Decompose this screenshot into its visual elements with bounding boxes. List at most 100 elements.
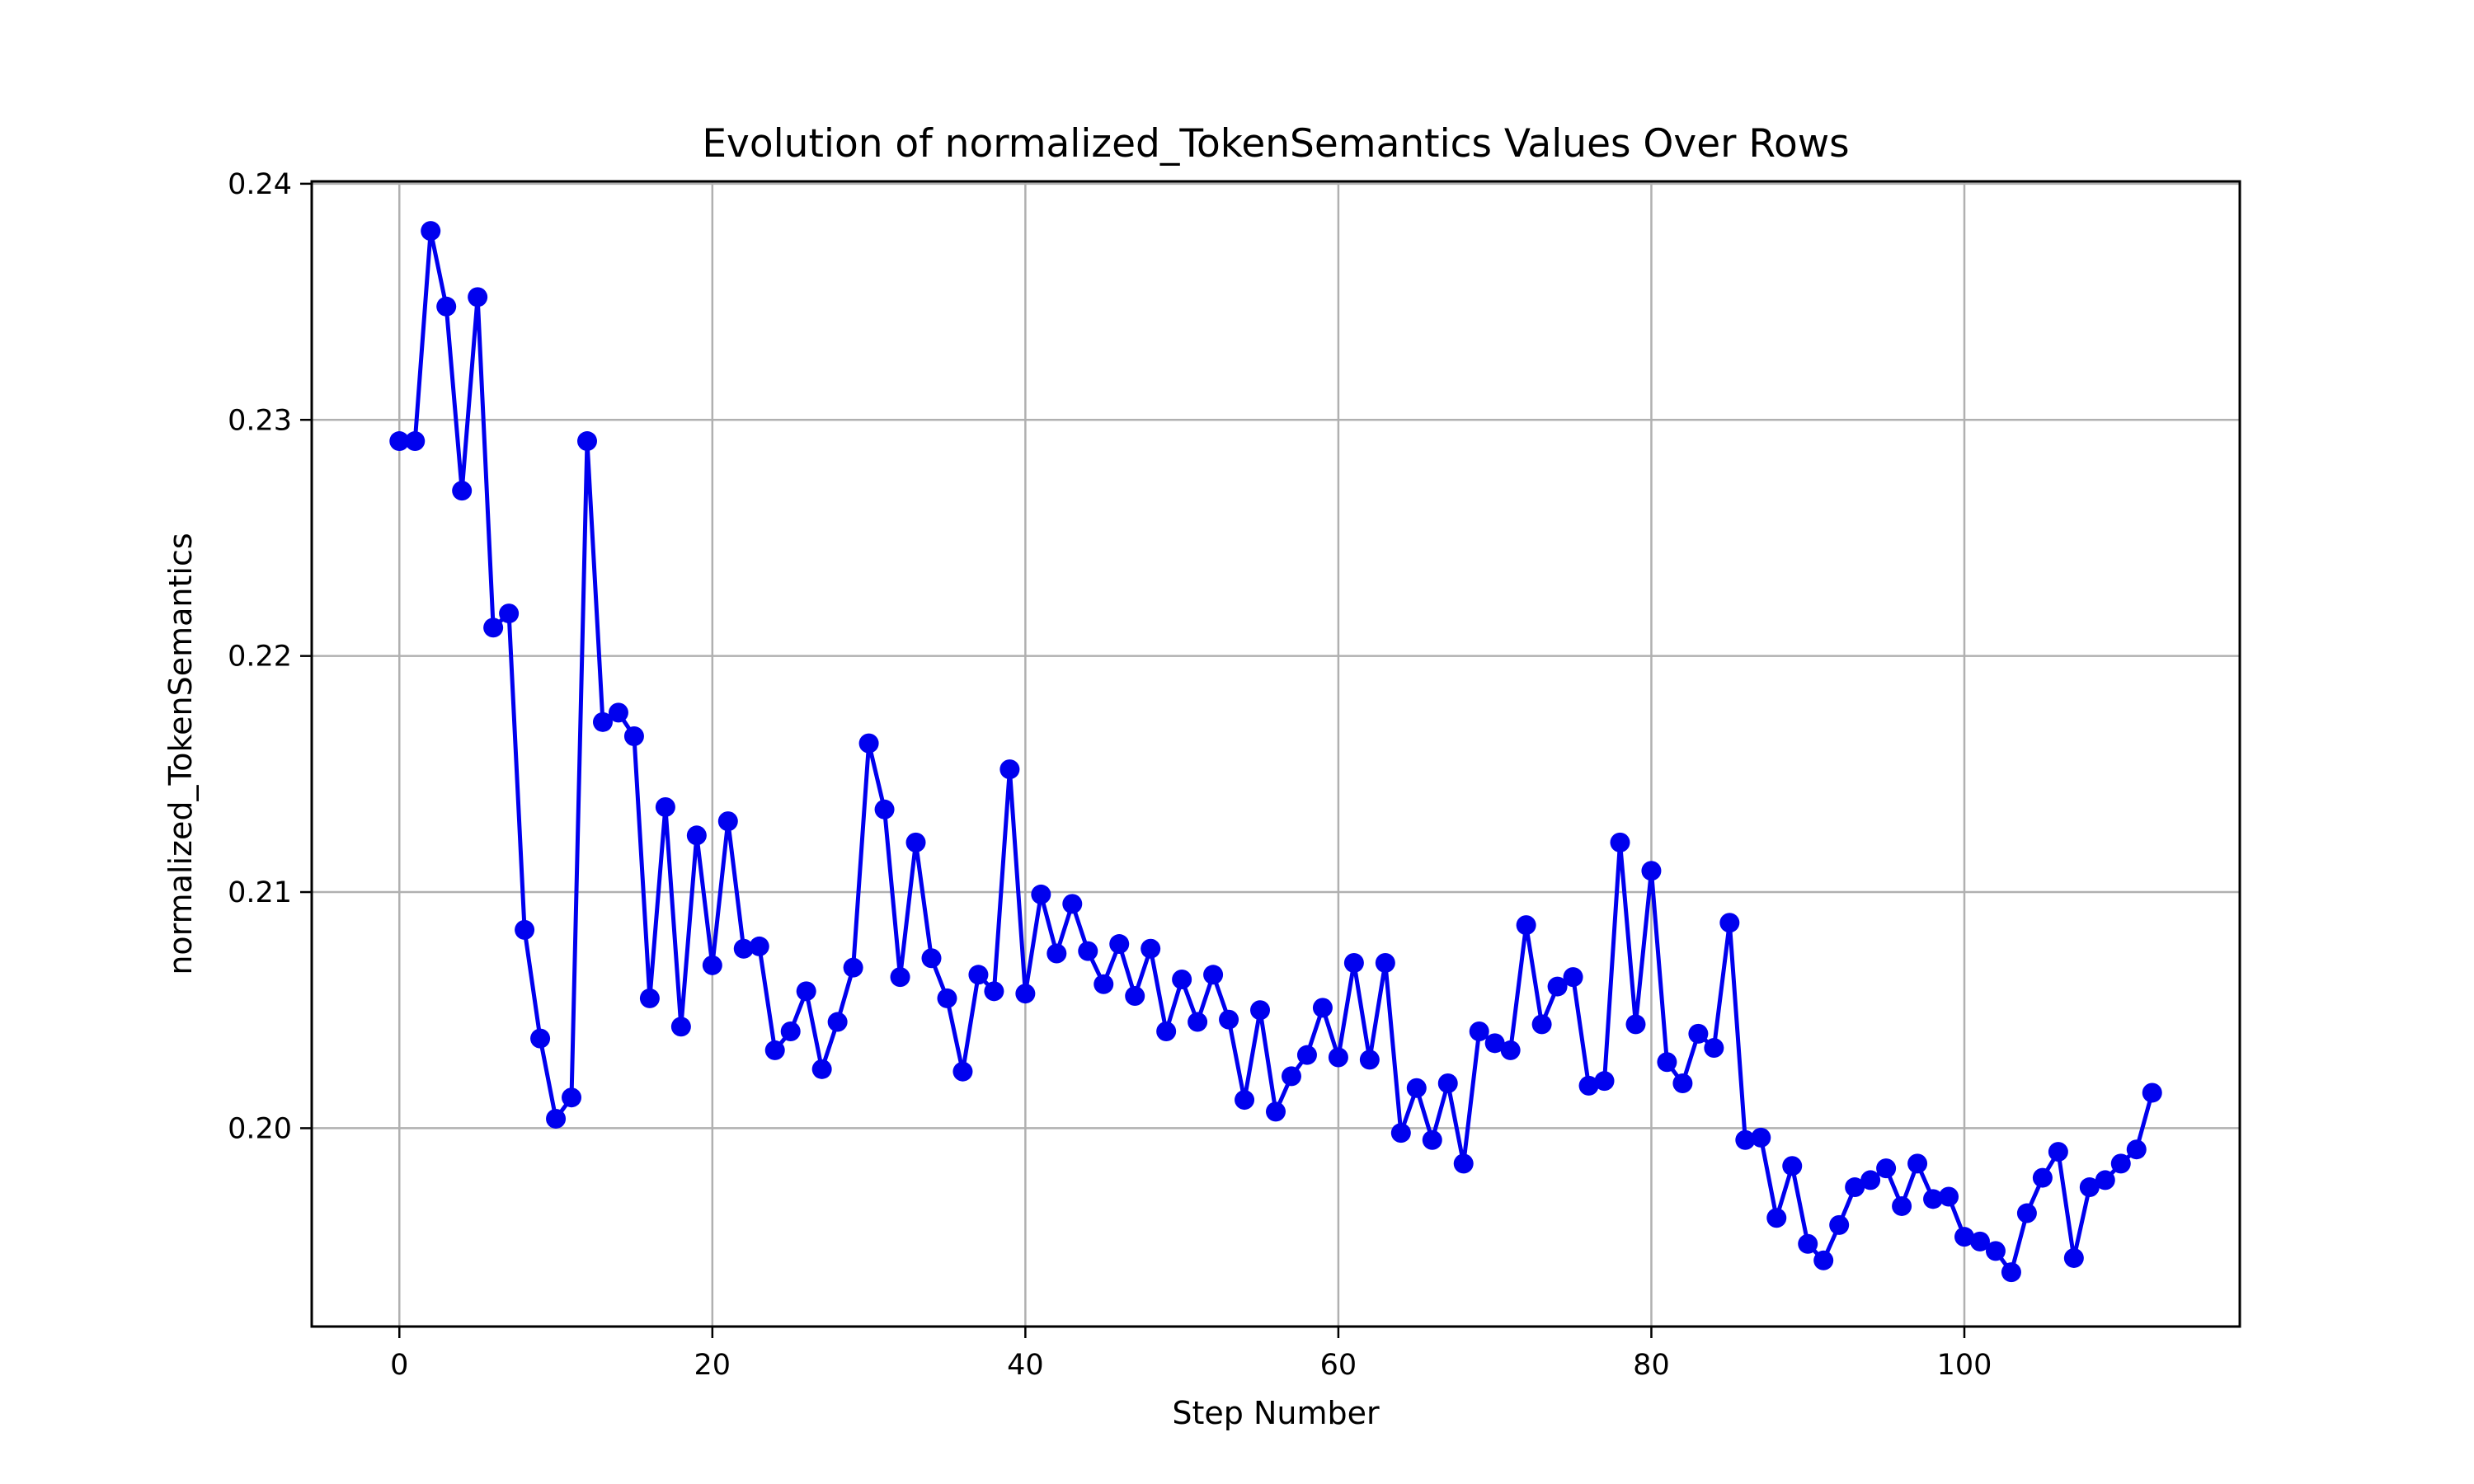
data-point <box>702 955 722 975</box>
chart-title: Evolution of normalized_TokenSemantics V… <box>702 121 1849 167</box>
data-point <box>1657 1052 1677 1073</box>
data-point <box>2001 1262 2021 1283</box>
y-tick-label: 0.21 <box>228 876 292 909</box>
data-point <box>562 1087 582 1108</box>
data-point <box>1813 1250 1834 1270</box>
data-point <box>780 1021 801 1042</box>
x-tick-label: 80 <box>1633 1349 1670 1382</box>
data-point <box>811 1059 832 1079</box>
data-point <box>1892 1195 1912 1216</box>
data-point <box>1250 1000 1271 1021</box>
data-point <box>1547 976 1568 997</box>
data-point <box>1845 1177 1865 1198</box>
data-point <box>2048 1142 2068 1162</box>
data-point <box>1704 1038 1724 1059</box>
data-point <box>2110 1153 2131 1174</box>
data-point <box>436 296 457 317</box>
data-point <box>1296 1045 1317 1065</box>
data-point <box>1860 1170 1881 1190</box>
data-point <box>1062 894 1083 914</box>
data-point <box>984 981 1004 1002</box>
x-tick-label: 100 <box>1937 1349 1992 1382</box>
data-point <box>1390 1123 1411 1144</box>
data-point <box>530 1028 551 1049</box>
data-point <box>1328 1047 1348 1068</box>
data-point <box>452 481 473 501</box>
data-point <box>1969 1231 1990 1252</box>
data-point <box>890 967 910 988</box>
data-point <box>1047 943 1067 964</box>
data-point <box>1798 1233 1818 1254</box>
data-point <box>2032 1167 2053 1188</box>
data-point <box>639 988 660 1008</box>
data-point <box>1516 915 1536 936</box>
data-point <box>1954 1227 1974 1247</box>
data-point <box>1672 1073 1693 1094</box>
data-point <box>1266 1101 1286 1122</box>
y-axis-ticks: 0.20 0.21 0.22 0.23 0.24 <box>228 168 312 1145</box>
data-point <box>2095 1170 2115 1190</box>
data-point <box>1078 941 1098 961</box>
data-point <box>827 1012 848 1032</box>
data-point <box>1578 1075 1599 1096</box>
data-point <box>1109 934 1130 955</box>
data-point <box>717 811 738 832</box>
x-tick-label: 40 <box>1007 1349 1044 1382</box>
data-point <box>1610 832 1630 852</box>
data-point <box>905 832 926 852</box>
data-point <box>1688 1023 1709 1044</box>
data-point <box>1188 1012 1208 1032</box>
data-point <box>1469 1021 1489 1042</box>
data-point <box>1375 952 1395 973</box>
data-point <box>1031 884 1051 904</box>
data-point <box>1125 986 1145 1007</box>
data-point <box>921 948 942 969</box>
data-point <box>1453 1153 1474 1174</box>
data-point <box>592 711 613 732</box>
data-point <box>686 825 707 846</box>
data-point <box>389 431 410 452</box>
data-point <box>1437 1073 1458 1094</box>
data-point <box>405 431 426 452</box>
data-point <box>468 287 488 308</box>
data-point <box>749 936 769 956</box>
y-tick-label: 0.20 <box>228 1112 292 1145</box>
data-point <box>1531 1014 1552 1035</box>
data-point <box>623 726 644 747</box>
series-layer <box>389 221 2162 1283</box>
data-point <box>843 957 863 978</box>
data-point <box>764 1040 785 1060</box>
x-tick-label: 0 <box>390 1349 408 1382</box>
data-point <box>952 1061 973 1082</box>
data-point <box>1094 974 1114 994</box>
data-point <box>608 702 628 723</box>
data-point <box>1735 1129 1756 1150</box>
data-point <box>499 603 520 624</box>
data-point <box>1907 1153 1928 1174</box>
x-tick-label: 60 <box>1320 1349 1357 1382</box>
data-point <box>1939 1186 1959 1207</box>
data-point <box>1625 1014 1646 1035</box>
data-point <box>2126 1139 2147 1160</box>
data-point <box>515 919 535 940</box>
data-point <box>1876 1158 1897 1179</box>
y-tick-label: 0.24 <box>228 168 292 201</box>
data-point <box>1594 1071 1615 1092</box>
data-point <box>1422 1129 1442 1150</box>
data-point <box>2079 1177 2100 1198</box>
data-point <box>421 221 441 242</box>
data-point <box>733 938 754 959</box>
data-point <box>2063 1247 2084 1268</box>
data-point <box>1923 1189 1944 1209</box>
data-point <box>1751 1127 1771 1148</box>
data-point <box>1985 1241 2006 1261</box>
data-point <box>546 1108 567 1129</box>
y-tick-label: 0.23 <box>228 404 292 437</box>
data-point <box>670 1017 691 1037</box>
data-point <box>1203 965 1224 985</box>
data-point <box>858 733 879 754</box>
y-tick-label: 0.22 <box>228 641 292 674</box>
data-point <box>1782 1156 1803 1176</box>
data-point <box>999 759 1020 780</box>
